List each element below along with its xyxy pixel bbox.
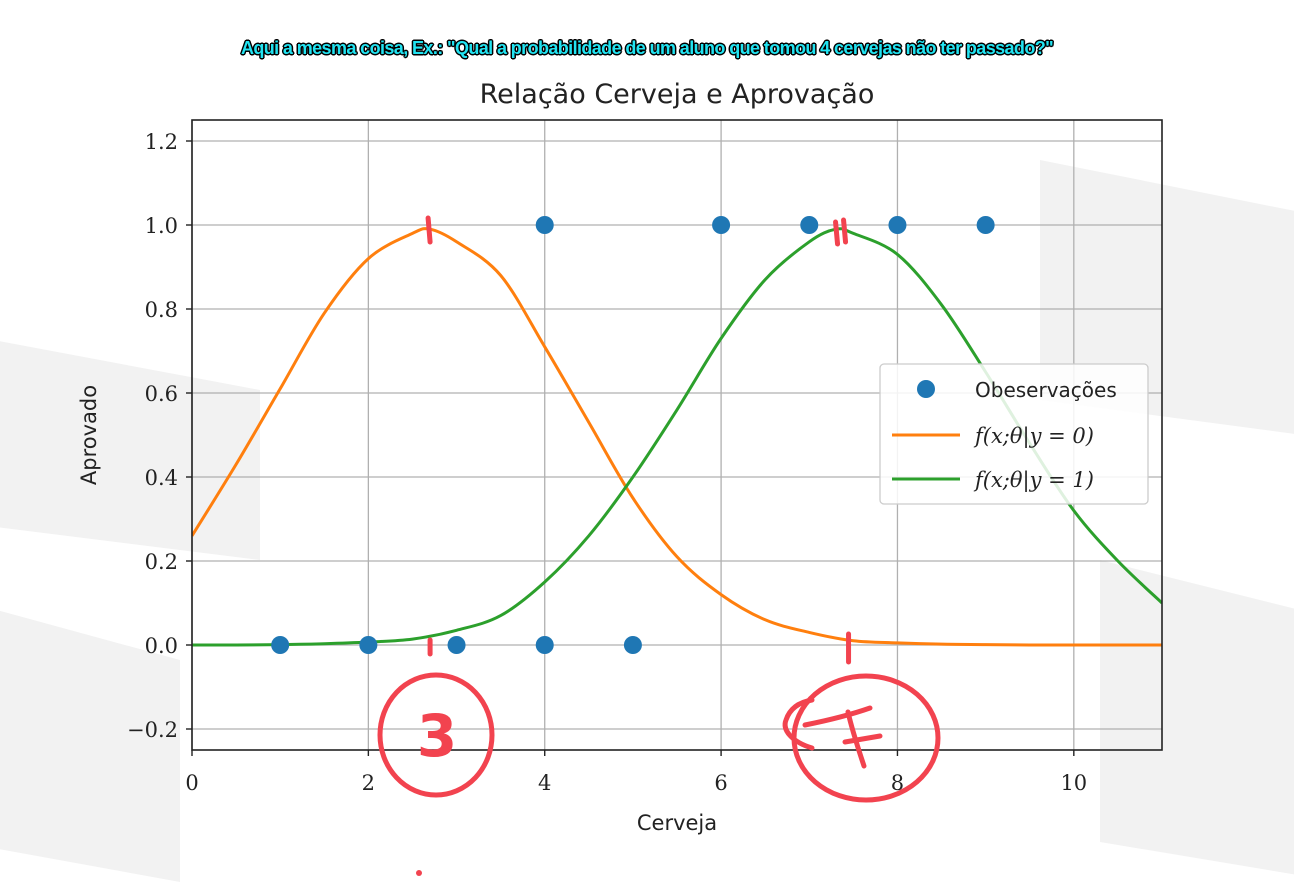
legend-label-observations: Obeservações	[975, 378, 1117, 402]
y-tick-label: 0.8	[145, 298, 178, 322]
annotation-peak-mark	[841, 217, 849, 245]
y-tick-label: 1.0	[145, 214, 178, 238]
annotation-dot	[416, 870, 422, 876]
background-shape	[1100, 560, 1294, 875]
x-tick-label: 6	[714, 771, 727, 795]
x-tick-label: 0	[185, 771, 198, 795]
annotation-stroke	[782, 697, 815, 751]
background-shape	[0, 610, 180, 882]
annotation-circle	[791, 673, 941, 803]
observation-point	[623, 636, 642, 654]
y-tick-label: 0.2	[145, 550, 178, 574]
annotation-stroke	[802, 705, 873, 728]
y-axis-label: Aprovado	[77, 385, 101, 485]
chart-title: Relação Cerveja e Aprovação	[480, 79, 875, 110]
series-line-0	[192, 227, 1162, 647]
observation-point	[535, 216, 554, 234]
observation-point	[447, 636, 466, 654]
observation-point	[976, 216, 995, 234]
annotation-peak-mark	[425, 215, 433, 245]
observation-point	[359, 636, 378, 654]
legend-marker-observations	[917, 380, 935, 398]
annotation-peak-mark	[833, 219, 841, 247]
axes-frame	[191, 119, 1163, 751]
observation-point	[535, 636, 554, 654]
x-tick-label: 8	[891, 771, 904, 795]
x-tick-label: 4	[538, 771, 551, 795]
annotation-circle	[377, 672, 495, 798]
annotation-number: 3	[417, 702, 457, 770]
legend-label-series-1: f(x;θ|y = 1)	[973, 468, 1094, 493]
video-caption: Aqui a mesma coisa, Ex.: "Qual a probabi…	[240, 38, 1054, 58]
x-axis-label: Cerveja	[637, 811, 717, 835]
y-tick-label: 0.0	[145, 634, 178, 658]
x-tick-label: 10	[1060, 771, 1087, 795]
observation-point	[712, 216, 731, 234]
y-tick-label: −0.2	[127, 718, 178, 742]
annotation-stroke	[842, 733, 883, 745]
observation-point	[271, 636, 290, 654]
y-tick-label: 1.2	[145, 130, 178, 154]
observation-point	[800, 216, 819, 234]
x-tick-label: 2	[362, 771, 375, 795]
y-tick-label: 0.4	[145, 466, 178, 490]
observation-point	[888, 216, 907, 234]
legend-box	[879, 363, 1149, 505]
legend-label-series-0: f(x;θ|y = 0)	[973, 424, 1094, 449]
y-tick-label: 0.6	[145, 382, 178, 406]
background-shape	[0, 341, 260, 560]
